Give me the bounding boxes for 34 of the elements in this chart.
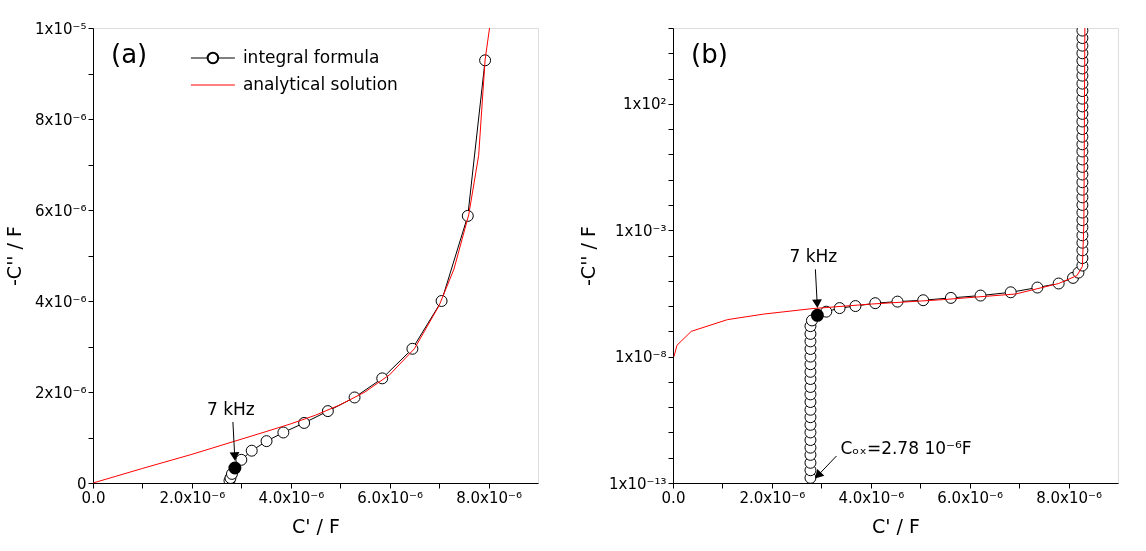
- x-tick-label: 2.0x10⁻⁶: [159, 488, 226, 507]
- annotation: 7 kHz: [789, 246, 838, 267]
- x-tick-label: 2.0x10⁻⁶: [739, 488, 806, 507]
- annotation: (b): [691, 39, 728, 69]
- x-axis-title: C' / F: [872, 514, 920, 537]
- x-tick-label: 6.0x10⁻⁶: [357, 488, 424, 507]
- y-tick-label: 4x10⁻⁶: [35, 292, 87, 311]
- x-tick-label: 8.0x10⁻⁶: [456, 488, 522, 507]
- point: [260, 435, 273, 448]
- y-tick-label: 1x10⁻⁸: [615, 348, 667, 367]
- legend-label: integral formula: [242, 47, 380, 67]
- x-tick-label: 4.0x10⁻⁶: [838, 488, 905, 507]
- annotation: (a): [111, 39, 148, 69]
- y-tick-label: 6x10⁻⁶: [35, 201, 87, 220]
- y-tick-label: 1x10²: [622, 95, 667, 114]
- point: [245, 444, 258, 457]
- x-tick-label: 0.0: [81, 488, 106, 507]
- x-tick-label: 8.0x10⁻⁶: [1036, 488, 1102, 507]
- x-tick-label: 0.0: [661, 488, 686, 507]
- annotation: Cₒₓ=2.78 10⁻⁶F: [840, 438, 972, 458]
- y-axis-title: -C'' / F: [3, 226, 26, 286]
- legend-label: analytical solution: [242, 74, 398, 94]
- x-tick-label: 6.0x10⁻⁶: [937, 488, 1004, 507]
- y-tick-label: 1x10⁻⁵: [35, 19, 87, 38]
- y-tick-label: 8x10⁻⁶: [35, 110, 87, 129]
- y-tick-label: 1x10⁻³: [615, 221, 667, 240]
- y-tick-label: 2x10⁻⁶: [35, 383, 87, 402]
- annotation: 7 kHz: [207, 398, 255, 419]
- x-tick-label: 4.0x10⁻⁶: [258, 488, 325, 507]
- point: [277, 426, 290, 439]
- point: [228, 461, 242, 475]
- y-axis-title: -C'' / F: [577, 226, 600, 286]
- x-axis-title: C' / F: [292, 514, 340, 537]
- point: [235, 453, 248, 466]
